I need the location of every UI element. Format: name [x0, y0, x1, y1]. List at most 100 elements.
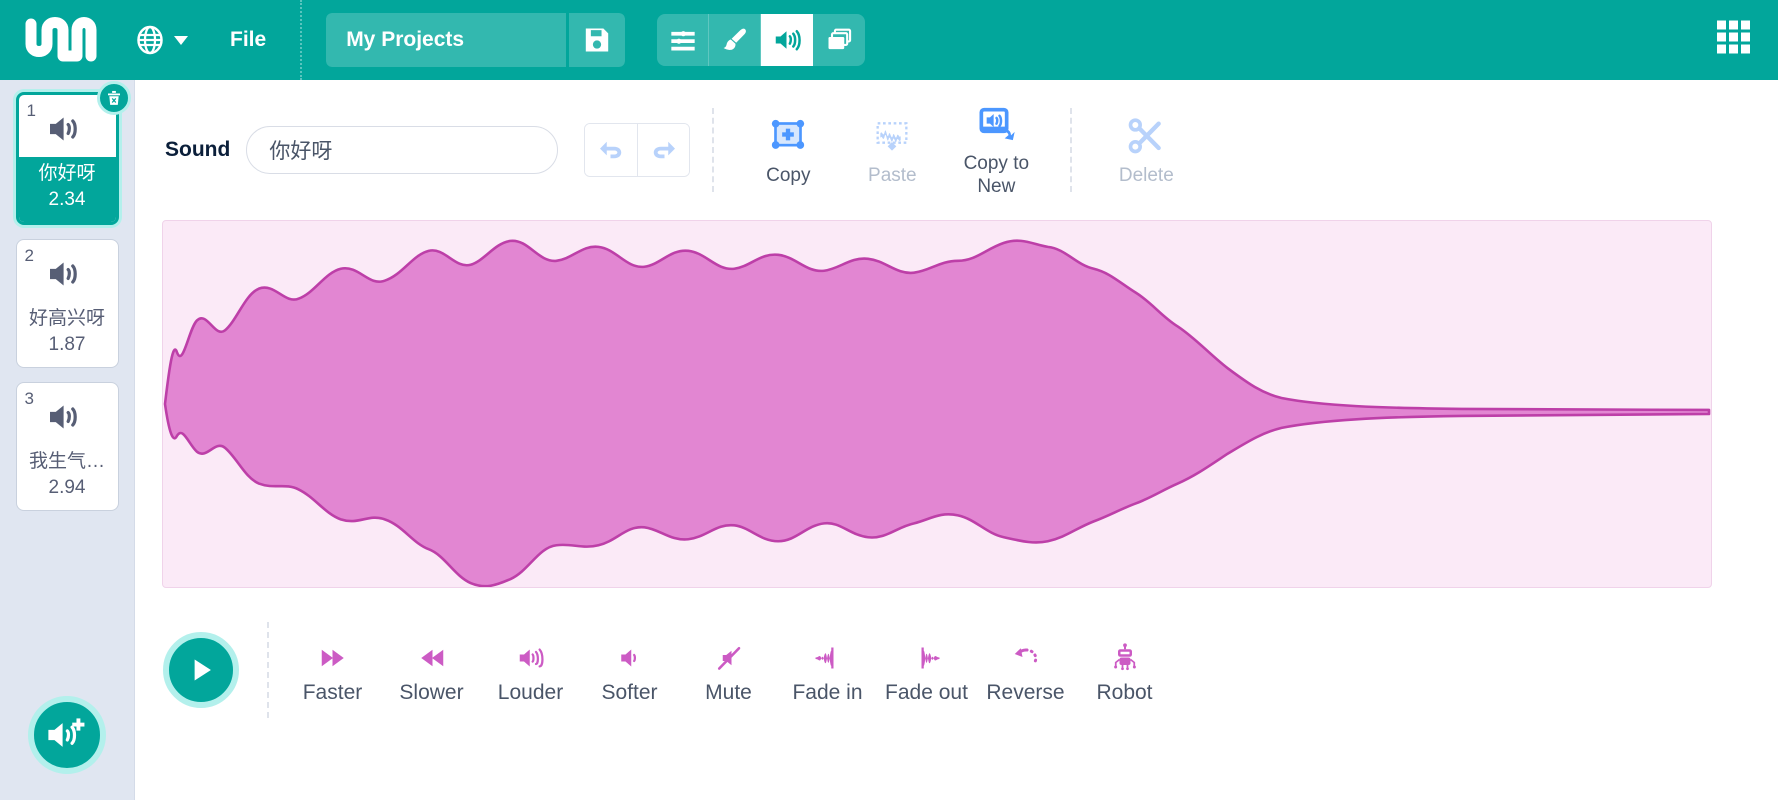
effects-divider	[267, 622, 269, 718]
tab-sounds[interactable]	[761, 14, 814, 66]
trash-delete-icon	[107, 90, 120, 105]
list-item[interactable]: 1 你好呀 2.34	[15, 81, 131, 225]
tab-code[interactable]	[657, 14, 710, 66]
layers-icon	[828, 28, 852, 50]
undo-arrow-icon	[600, 141, 622, 159]
list-item-label: 你好呀	[38, 163, 96, 184]
list-item-body: 我生气… 2.94	[17, 445, 118, 510]
fade-out-icon	[909, 635, 945, 673]
um-logo-icon	[25, 17, 97, 62]
effect-fade-out[interactable]: Fade out	[877, 635, 976, 705]
tab-costumes[interactable]	[709, 14, 762, 66]
list-item-body: 你好呀 2.34	[18, 157, 116, 222]
fast-forward-icon	[316, 635, 350, 673]
effect-faster[interactable]: Faster	[283, 635, 382, 705]
project-name-input[interactable]	[326, 13, 567, 67]
grid-apps-icon	[1717, 20, 1750, 54]
list-item-index: 2	[24, 246, 34, 265]
list-item-index: 1	[26, 101, 36, 120]
editor-toolbar: Sound	[135, 80, 1778, 220]
list-item[interactable]: 3 我生气… 2.94	[15, 382, 119, 511]
menu-bar: File	[0, 0, 1778, 80]
list-item-body: 好高兴呀 1.87	[17, 302, 118, 367]
app-logo[interactable]	[25, 16, 97, 64]
globe-icon	[137, 25, 163, 55]
fade-in-icon	[810, 635, 846, 673]
undo-redo-group	[584, 123, 691, 177]
add-sound-button[interactable]	[28, 696, 106, 774]
sound-sidebar: 1 你好呀 2.34 2	[0, 80, 135, 800]
paste-waveform-icon	[871, 114, 913, 158]
redo-button[interactable]	[637, 124, 690, 176]
effect-mute[interactable]: Mute	[679, 635, 778, 705]
list-item-duration: 2.94	[48, 477, 86, 498]
waveform-canvas[interactable]	[162, 220, 1712, 588]
speaker-icon	[50, 405, 77, 429]
volume-mute-icon	[712, 635, 746, 673]
effect-louder-label: Louder	[497, 681, 564, 704]
sound-thumbnail: 3	[17, 389, 118, 445]
effect-slower[interactable]: Slower	[382, 635, 481, 705]
effect-reverse-label: Reverse	[986, 681, 1065, 704]
speaker-icon	[50, 262, 77, 286]
sound-thumbnail: 1	[19, 101, 116, 157]
toolbar-divider	[712, 108, 715, 192]
play-button[interactable]	[163, 632, 239, 708]
list-item-duration: 2.34	[48, 189, 86, 210]
copy-to-new-button[interactable]: Copy to New	[944, 102, 1048, 198]
list-item-label: 好高兴呀	[28, 308, 105, 329]
save-button[interactable]	[569, 13, 626, 67]
effect-reverse[interactable]: Reverse	[976, 635, 1075, 705]
effect-fade-out-label: Fade out	[885, 681, 968, 704]
sound-list: 1 你好呀 2.34 2	[0, 80, 134, 511]
sound-name-label: Sound	[165, 138, 231, 161]
robot-icon	[1108, 635, 1142, 673]
effect-louder[interactable]: Louder	[481, 635, 580, 705]
effects-bar: Faster Slower	[135, 595, 1778, 745]
menu-divider	[300, 0, 303, 80]
effect-faster-label: Faster	[302, 681, 363, 704]
tab-stage[interactable]	[813, 14, 865, 66]
delete-button-label: Delete	[1118, 164, 1174, 186]
copy-button-label: Copy	[766, 164, 811, 186]
copy-to-new-button-label: Copy to New	[963, 153, 1030, 197]
project-group	[326, 13, 626, 67]
paste-button-label: Paste	[868, 164, 917, 186]
file-menu[interactable]: File	[230, 28, 267, 51]
chevron-down-icon	[174, 35, 188, 45]
apps-grid-button[interactable]	[1716, 20, 1752, 61]
effect-mute-label: Mute	[705, 681, 752, 704]
effect-robot-label: Robot	[1096, 681, 1153, 704]
delete-button[interactable]: Delete	[1094, 114, 1198, 187]
list-item-label: 我生气…	[28, 451, 105, 472]
effect-slower-label: Slower	[399, 681, 464, 704]
effect-softer[interactable]: Softer	[580, 635, 679, 705]
redo-arrow-icon	[653, 141, 675, 159]
paste-button[interactable]: Paste	[840, 114, 944, 187]
list-item[interactable]: 2 好高兴呀 1.87	[15, 239, 119, 368]
copy-to-new-icon	[975, 102, 1017, 146]
rewind-icon	[415, 635, 449, 673]
scissors-delete-icon	[1125, 114, 1167, 158]
list-item-index: 3	[24, 389, 34, 408]
reverse-arrow-icon	[1009, 635, 1043, 673]
editor-mode-tabs	[657, 14, 866, 66]
effects-list: Faster Slower	[283, 635, 1174, 705]
toolbar-divider	[1070, 108, 1073, 192]
list-item-duration: 1.87	[48, 334, 86, 355]
paintbrush-icon	[723, 28, 746, 50]
effect-fade-in[interactable]: Fade in	[778, 635, 877, 705]
sound-editor: Sound	[135, 80, 1778, 800]
copy-button[interactable]: Copy	[736, 114, 840, 187]
volume-up-icon	[514, 635, 548, 673]
add-sound-icon	[48, 718, 85, 747]
language-menu[interactable]	[127, 19, 196, 61]
code-blocks-icon	[671, 31, 695, 51]
delete-sound-badge[interactable]	[96, 81, 131, 115]
sound-thumbnail: 2	[17, 246, 118, 302]
sound-name-input[interactable]	[246, 126, 559, 174]
speaker-icon	[775, 30, 801, 51]
undo-button[interactable]	[585, 124, 638, 176]
effect-robot[interactable]: Robot	[1075, 635, 1174, 705]
waveform-svg	[163, 239, 1711, 587]
